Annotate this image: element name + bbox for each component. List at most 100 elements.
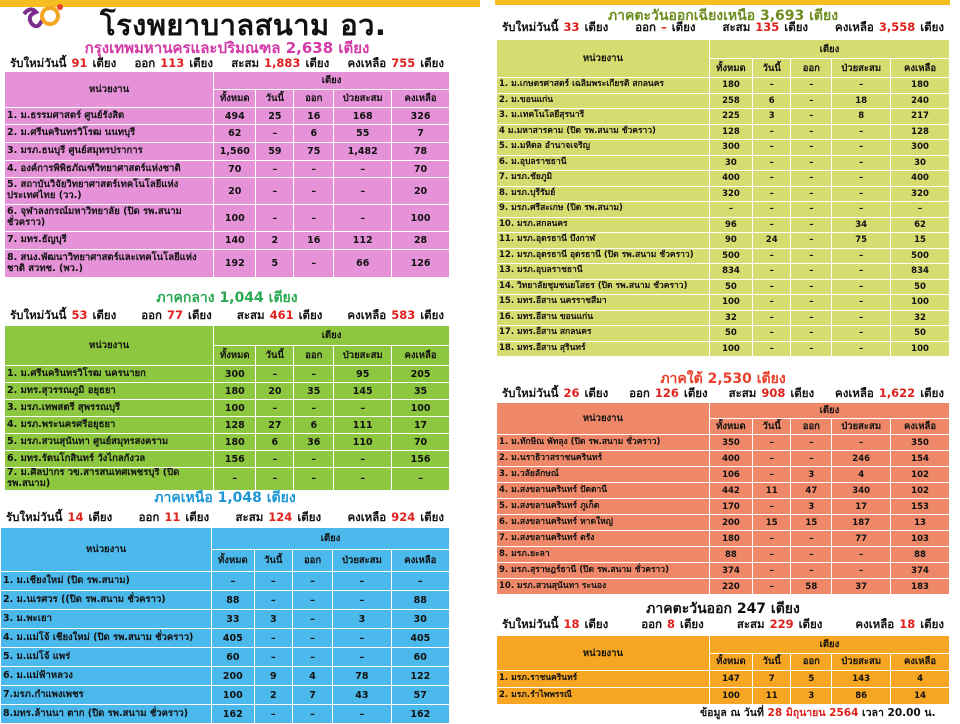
remaining-beds: 17 xyxy=(391,416,450,434)
region-table: หน่วยงาน เตียง ทั้งหมด วันนี้ ออก ป่วยสะสม คงเ… xyxy=(0,527,451,724)
remaining-beds: 102 xyxy=(890,482,950,499)
total-beds: 442 xyxy=(708,482,753,499)
total-beds: 30 xyxy=(708,154,753,171)
cumulative-patients: 3 xyxy=(332,609,392,629)
summary-discharged: ออก 8 เตียง xyxy=(641,616,704,635)
region-summary: รับใหม่วันนี้ 14 เตียง ออก 11 เตียง สะสม 124 เตี… xyxy=(0,509,450,527)
total-beds: 62 xyxy=(213,124,257,143)
cumulative-patients: – xyxy=(831,123,892,140)
table-row: 7. มรภ.ชัยภูมิ 400– – –400 xyxy=(496,170,950,187)
summary-label: ออก xyxy=(138,510,160,524)
discharged-beds: 6 xyxy=(293,416,335,434)
column-header-discharged: ออก xyxy=(790,418,833,435)
summary-remaining: คงเหลือ 18 เตียง xyxy=(855,616,944,635)
cumulative-patients: 77 xyxy=(831,530,892,547)
summary-unit: เตียง xyxy=(298,308,323,322)
summary-value: 8 xyxy=(667,617,676,631)
today-beds: – xyxy=(255,160,295,178)
summary-value: 583 xyxy=(391,308,416,322)
total-beds: 400 xyxy=(708,170,753,187)
discharged-beds: – xyxy=(790,170,833,187)
table-row: 10. มรภ.สวนสุนันทา ระนอง 220–58 37 183 xyxy=(496,578,950,595)
table-row: 1. ม.เชียงใหม่ (ปิด รพ.สนาม) – – – – – xyxy=(0,571,451,591)
summary-label: ออก xyxy=(134,56,156,70)
total-beds: 405 xyxy=(211,628,255,648)
unit-name: 3. ม.เทคโนโลยีสุรนารี xyxy=(496,108,710,125)
summary-label: คงเหลือ xyxy=(835,386,874,400)
table-header-row: หน่วยงาน เตียง xyxy=(3,325,450,366)
discharged-beds: – xyxy=(790,108,833,125)
region-title: ภาคเหนือ 1,048 เตียง xyxy=(154,490,296,506)
cumulative-patients: 86 xyxy=(831,687,892,705)
cumulative-patients: 17 xyxy=(831,498,892,515)
discharged-beds: – xyxy=(291,571,334,591)
region-title: ภาคใต้ 2,530 เตียง xyxy=(660,371,786,387)
unit-name: 1. ม.ศรีนครินทรวิโรฒ นครนายก xyxy=(3,365,215,383)
summary-unit: เตียง xyxy=(584,617,609,631)
unit-name: 1. ม.เชียงใหม่ (ปิด รพ.สนาม) xyxy=(0,571,213,591)
remaining-beds: 217 xyxy=(890,108,950,125)
region-summary: รับใหม่วันนี้ 18 เตียง ออก 8 เตียง สะสม 229 เตีย… xyxy=(496,616,950,635)
timestamp-date: 28 มิถุนายน 2564 xyxy=(767,707,859,719)
total-beds: 170 xyxy=(708,498,753,515)
unit-name: 2. มทร.สุวรรณภูมิ อยุธยา xyxy=(3,382,215,400)
unit-name: 6. ม.อุบลราชธานี xyxy=(496,154,710,171)
total-beds: 200 xyxy=(708,514,753,531)
discharged-beds: – xyxy=(790,340,833,357)
total-beds: 162 xyxy=(211,704,255,724)
today-beds: – xyxy=(751,185,792,202)
table-row: 5. ม.มหิดล อำนาจเจริญ 300– – –300 xyxy=(496,139,950,156)
today-beds: – xyxy=(751,466,792,483)
column-header-beds: เตียง xyxy=(213,71,450,90)
remaining-beds: 320 xyxy=(890,185,950,202)
remaining-beds: 30 xyxy=(890,154,950,171)
total-beds: 192 xyxy=(213,249,257,278)
column-header-today: วันนี้ xyxy=(751,652,792,671)
region-table: หน่วยงาน เตียง ทั้งหมด วันนี้ ออก ป่วยสะสม คงเ… xyxy=(3,325,450,491)
table-subheader-row: ทั้งหมด วันนี้ ออก ป่วยสะสม คงเหลือ xyxy=(5,345,450,366)
summary-value: 53 xyxy=(71,308,88,322)
cumulative-patients: – xyxy=(332,628,392,648)
cumulative-patients: – xyxy=(831,325,892,342)
remaining-beds: 100 xyxy=(391,204,450,232)
summary-label: สะสม xyxy=(722,20,751,34)
today-beds: – xyxy=(255,204,295,232)
remaining-beds: 100 xyxy=(890,340,950,357)
summary-label: รับใหม่วันนี้ xyxy=(502,617,559,631)
discharged-beds: – xyxy=(291,609,334,629)
unit-name: 11. มรภ.อุดรธานี บึงกาฬ xyxy=(496,232,710,249)
today-beds: – xyxy=(253,647,293,667)
remaining-beds: 15 xyxy=(890,232,950,249)
summary-new-today: รับใหม่วันนี้ 91 เตียง xyxy=(10,55,116,71)
table-row: 6. ม.สงขลานครินทร์ หาดใหญ่ 200 15 15 187 13 xyxy=(496,514,950,531)
unit-name: 4. ม.แม่โจ้ เชียงใหม่ (ปิด รพ.สนาม ชั่วค… xyxy=(0,628,213,648)
total-beds: 128 xyxy=(708,123,753,140)
discharged-beds: – xyxy=(790,139,833,156)
cumulative-patients: 1,482 xyxy=(333,142,393,161)
total-beds: 400 xyxy=(708,450,753,467)
region-title: ภาคกลาง 1,044 เตียง xyxy=(156,290,298,306)
summary-value: 1,622 xyxy=(878,386,916,400)
column-header-today: วันนี้ xyxy=(751,58,792,78)
cumulative-patients: 111 xyxy=(333,416,393,434)
today-beds: – xyxy=(751,530,792,547)
cumulative-patients: – xyxy=(332,590,392,610)
cumulative-patients: 8 xyxy=(831,108,892,125)
unit-name: 5. ม.มหิดล อำนาจเจริญ xyxy=(496,139,710,156)
cumulative-patients: 145 xyxy=(333,382,393,400)
total-beds: 180 xyxy=(213,433,257,451)
summary-unit: เตียง xyxy=(420,56,444,70)
unit-name: 4. ม.สงขลานครินทร์ ปัตตานี xyxy=(496,482,710,499)
column-header-unit: หน่วยงาน xyxy=(496,39,710,78)
remaining-beds: 834 xyxy=(890,263,950,280)
summary-cumulative: สะสม 908 เตียง xyxy=(729,385,815,402)
column-header-unit: หน่วยงาน xyxy=(3,71,215,108)
page-title: โรงพยาบาลสนาม อว. xyxy=(100,8,387,42)
discharged-beds: – xyxy=(790,263,833,280)
summary-label: สะสม xyxy=(236,308,265,322)
summary-cumulative: สะสม 135 เตียง xyxy=(722,19,808,39)
column-header-total: ทั้งหมด xyxy=(708,58,753,78)
total-beds: 20 xyxy=(213,177,257,205)
unit-name: 18. มทร.อีสาน สุรินทร์ xyxy=(496,340,710,357)
summary-new-today: รับใหม่วันนี้ 14 เตียง xyxy=(6,509,112,527)
